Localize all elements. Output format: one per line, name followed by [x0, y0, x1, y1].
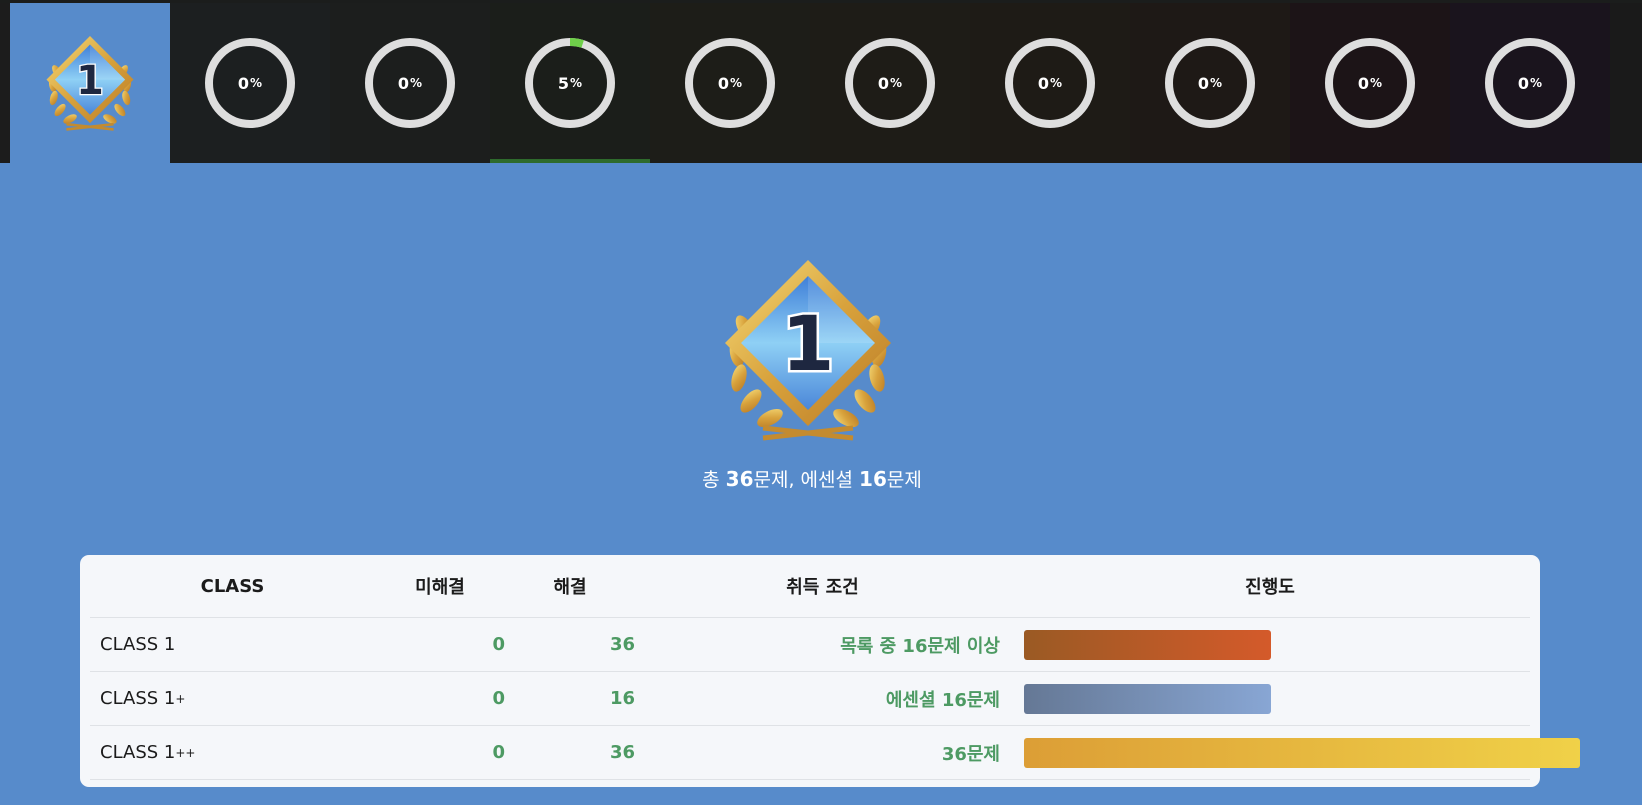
header-solved: 해결	[553, 577, 587, 598]
tab-class-5[interactable]: 0%	[650, 3, 810, 163]
tab-underline	[490, 159, 650, 163]
tab-class-2[interactable]: 0%	[170, 3, 330, 163]
table-header: CLASS 미해결 해결 취득 조건 진행도	[90, 555, 1530, 618]
class-1-badge-icon	[45, 35, 135, 131]
tab-class-10[interactable]: 0%	[1450, 3, 1610, 163]
summary-mid: 문제, 에센셜	[753, 469, 860, 491]
row-class[interactable]: CLASS 1 ++	[100, 742, 196, 763]
header-progress: 진행도	[1245, 577, 1295, 598]
table-row: CLASS 1 0 36 목록 중 16문제 이상	[90, 618, 1530, 672]
tab-class-4[interactable]: 5%	[490, 3, 650, 163]
progress-unit: %	[890, 76, 903, 90]
row-condition: 목록 중 16문제 이상	[840, 635, 1000, 657]
class-tab-bar: 0% 0% 5% 0% 0% 0% 0% 0% 0%	[0, 0, 1642, 163]
class-1-large-badge-icon	[723, 258, 893, 441]
row-class[interactable]: CLASS 1	[90, 618, 375, 671]
progress-ring: 0%	[364, 37, 456, 129]
progress-unit: %	[730, 76, 743, 90]
class-label: CLASS 1	[100, 634, 176, 655]
row-progress	[1024, 726, 1580, 779]
progress-value: 0	[1517, 73, 1530, 93]
progress-unit: %	[1210, 76, 1223, 90]
progress-unit: %	[250, 76, 263, 90]
class-tabs: 0% 0% 5% 0% 0% 0% 0% 0% 0%	[10, 3, 1610, 163]
progress-value: 0	[877, 73, 890, 93]
progress-unit: %	[1050, 76, 1063, 90]
progress-unit: %	[410, 76, 423, 90]
row-solved-count[interactable]: 36	[609, 634, 635, 655]
header-condition: 취득 조건	[786, 577, 859, 598]
progress-bar	[1024, 629, 1271, 660]
progress-value: 0	[397, 73, 410, 93]
progress-ring: 5%	[524, 37, 616, 129]
row-condition: 36문제	[941, 743, 1000, 765]
progress-unit: %	[570, 76, 583, 90]
row-condition: 에센셜 16문제	[885, 689, 1000, 711]
tab-class-8[interactable]: 0%	[1130, 3, 1290, 163]
row-solved-count[interactable]: 16	[609, 688, 635, 709]
row-unsolved-count[interactable]: 0	[492, 742, 505, 763]
progress-unit: %	[1530, 76, 1543, 90]
class-table: CLASS 미해결 해결 취득 조건 진행도 CLASS 1 0 36 목록 중…	[90, 555, 1580, 780]
class-requirements-card: CLASS 미해결 해결 취득 조건 진행도 CLASS 1 0 36 목록 중…	[80, 555, 1580, 787]
tab-bar-left-edge	[0, 3, 10, 163]
summary-suffix: 문제	[886, 469, 922, 491]
progress-ring: 0%	[1164, 37, 1256, 129]
row-class[interactable]: CLASS 1 +	[100, 688, 186, 709]
header-unsolved: 미해결	[415, 577, 465, 598]
progress-ring: 0%	[1324, 37, 1416, 129]
header-class: CLASS	[200, 575, 265, 597]
row-unsolved-count[interactable]: 0	[492, 688, 505, 709]
table-row: CLASS 1 ++ 0 36 36문제	[90, 726, 1580, 780]
progress-bar	[1024, 737, 1580, 768]
tab-class-9[interactable]: 0%	[1290, 3, 1450, 163]
tab-bar-right-edge	[1610, 3, 1642, 163]
progress-value: 0	[717, 73, 730, 93]
class-summary: 총 36문제, 에센셜 16문제	[0, 465, 1624, 492]
class-label: CLASS 1	[100, 688, 176, 709]
table-row: CLASS 1 + 0 16 에센셜 16문제	[90, 672, 1530, 726]
row-progress	[1024, 618, 1580, 671]
progress-ring: 0%	[1484, 37, 1576, 129]
progress-ring: 0%	[844, 37, 936, 129]
class-label: CLASS 1	[100, 742, 176, 763]
progress-ring: 0%	[1004, 37, 1096, 129]
row-unsolved-count[interactable]: 0	[492, 634, 505, 655]
progress-ring: 0%	[684, 37, 776, 129]
summary-essential: 16	[859, 467, 887, 491]
row-progress	[1024, 672, 1580, 725]
progress-value: 0	[1197, 73, 1210, 93]
progress-value: 0	[1357, 73, 1370, 93]
tab-class-6[interactable]: 0%	[810, 3, 970, 163]
row-solved-count[interactable]: 36	[609, 742, 635, 763]
progress-value: 0	[1037, 73, 1050, 93]
progress-bar	[1024, 683, 1271, 714]
summary-total: 36	[725, 467, 754, 491]
progress-ring: 0%	[204, 37, 296, 129]
progress-value: 5	[557, 73, 570, 93]
tab-class-1[interactable]	[10, 3, 170, 163]
progress-value: 0	[237, 73, 250, 93]
tab-class-3[interactable]: 0%	[330, 3, 490, 163]
tab-class-7[interactable]: 0%	[970, 3, 1130, 163]
summary-prefix: 총	[702, 469, 726, 491]
progress-unit: %	[1370, 76, 1383, 90]
